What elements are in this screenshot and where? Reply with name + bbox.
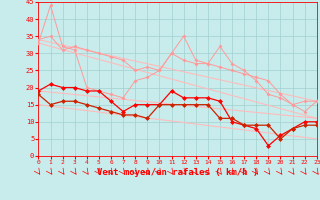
X-axis label: Vent moyen/en rafales ( km/h ): Vent moyen/en rafales ( km/h ) — [97, 168, 258, 177]
